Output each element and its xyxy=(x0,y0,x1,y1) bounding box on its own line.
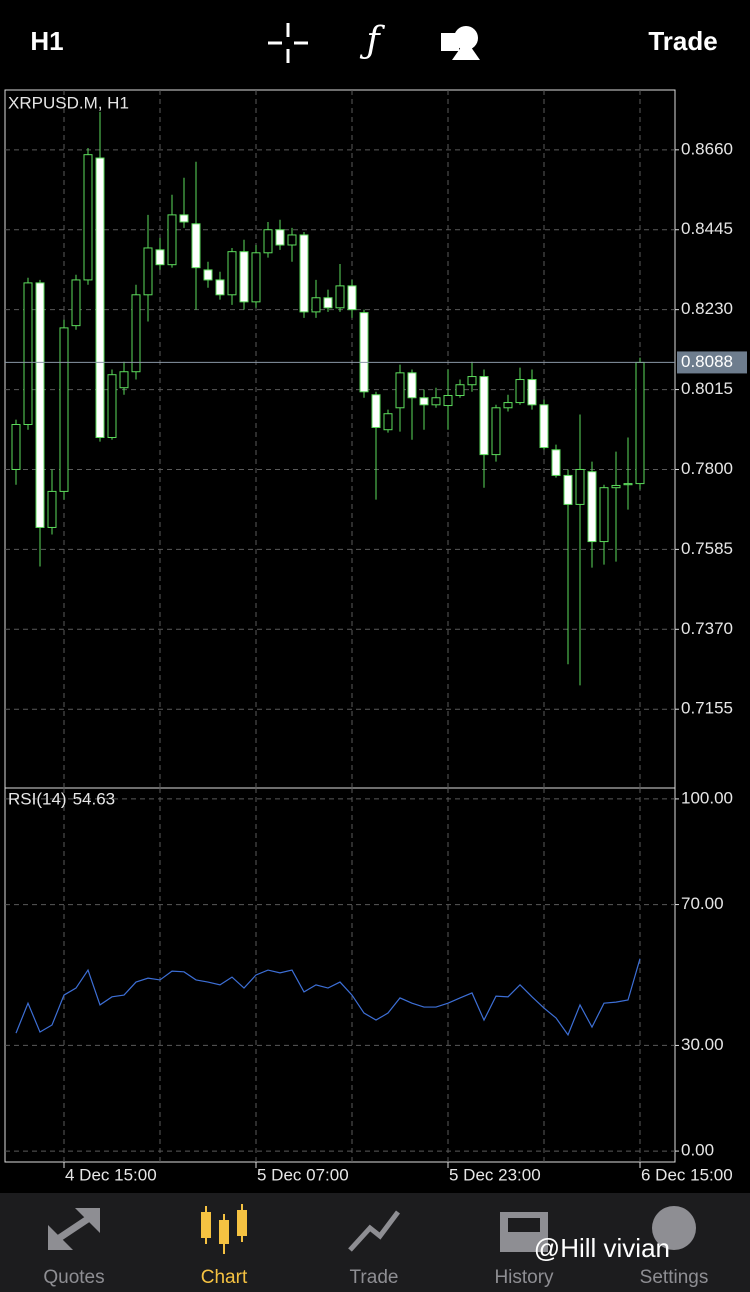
rsi-panel xyxy=(4,787,676,1163)
candle-body xyxy=(251,252,261,303)
candle-body xyxy=(371,394,381,428)
candle-body xyxy=(455,384,465,397)
y-tick-label: 0.7585 xyxy=(681,539,733,558)
candle-body xyxy=(515,379,525,404)
y-tick-label: 0.7370 xyxy=(681,619,733,638)
y-tick-label: 0.8445 xyxy=(681,219,733,238)
candle-body xyxy=(59,327,69,492)
rsi-line xyxy=(15,958,641,1037)
candle-body xyxy=(143,247,153,296)
candle-body xyxy=(467,376,477,386)
candle-body xyxy=(215,279,225,296)
trade-button[interactable]: Trade xyxy=(648,26,717,56)
crosshair-icon[interactable] xyxy=(268,23,308,63)
candle-body xyxy=(95,157,105,439)
last-price-box xyxy=(677,351,747,374)
candle-body xyxy=(227,251,237,296)
candle-body xyxy=(311,297,321,313)
candle-body xyxy=(407,372,417,399)
indicator-value: 54.63 xyxy=(73,789,116,808)
x-tick-label: 5 Dec 23:00 xyxy=(449,1165,541,1184)
tab-label[interactable]: History xyxy=(494,1267,554,1288)
candle-body xyxy=(419,397,429,406)
candle-body xyxy=(359,312,369,393)
tab-label[interactable]: Chart xyxy=(201,1267,248,1288)
candle-body xyxy=(611,484,621,489)
candle-body xyxy=(131,294,141,373)
candle-body xyxy=(11,424,21,470)
candle-body xyxy=(623,483,633,486)
candle-body xyxy=(443,395,453,407)
y-tick-label: 0.00 xyxy=(681,1141,714,1160)
y-tick-label: 100.00 xyxy=(681,788,733,807)
y-tick-label: 0.8230 xyxy=(681,299,733,318)
tab-label[interactable]: Settings xyxy=(640,1267,709,1288)
candle-body xyxy=(599,487,609,543)
candle-body xyxy=(479,376,489,456)
chart-title: XRPUSD.M, H1 xyxy=(8,93,129,112)
tab-label[interactable]: Quotes xyxy=(43,1267,104,1288)
candle-body xyxy=(239,251,249,303)
indicator-title: RSI(14) xyxy=(8,789,67,808)
y-tick-label: 0.7155 xyxy=(681,699,733,718)
candle-body xyxy=(323,297,333,309)
x-tick-label: 5 Dec 07:00 xyxy=(257,1165,349,1184)
candle-body xyxy=(551,449,561,476)
candle-body xyxy=(527,379,537,406)
candle-body xyxy=(203,269,213,281)
candle-body xyxy=(47,490,57,528)
timeframe-button[interactable]: H1 xyxy=(30,26,63,56)
candle-body xyxy=(287,234,297,246)
candle-body xyxy=(587,471,597,543)
candle-body xyxy=(491,407,501,456)
candle-body xyxy=(347,285,357,311)
candle-body xyxy=(635,361,645,485)
candle-body xyxy=(155,249,165,266)
y-tick-label: 70.00 xyxy=(681,894,724,913)
last-price-label: 0.8088 xyxy=(681,352,733,371)
tab-bar xyxy=(0,1193,750,1292)
candle-body xyxy=(563,474,573,505)
y-tick-label: 0.8015 xyxy=(681,379,733,398)
tab-label[interactable]: Trade xyxy=(350,1267,399,1288)
x-tick-label: 4 Dec 15:00 xyxy=(65,1165,157,1184)
candle-body xyxy=(263,229,273,254)
candle-body xyxy=(275,229,285,246)
objects-icon[interactable] xyxy=(441,26,480,60)
tab-icons xyxy=(48,1204,696,1254)
candle-body xyxy=(23,282,33,426)
y-tick-label: 30.00 xyxy=(681,1035,724,1054)
candle-body xyxy=(35,282,45,528)
candle-body xyxy=(335,285,345,309)
y-tick-label: 0.7800 xyxy=(681,459,733,478)
watermark: @Hill vivian xyxy=(534,1233,670,1263)
candle-body xyxy=(299,234,309,313)
candle-body xyxy=(71,279,81,327)
candle-body xyxy=(179,214,189,223)
candle-body xyxy=(575,468,585,505)
candle-body xyxy=(191,223,201,269)
candle-body xyxy=(395,372,405,409)
candle-body xyxy=(503,402,513,409)
x-tick-label: 6 Dec 15:00 xyxy=(641,1165,733,1184)
candle-body xyxy=(83,154,93,281)
candle-body xyxy=(107,374,117,439)
candle-body xyxy=(539,404,549,449)
candle-body xyxy=(167,214,177,266)
candle-body xyxy=(431,397,441,406)
y-tick-label: 0.8660 xyxy=(681,139,733,158)
candle-body xyxy=(119,371,129,389)
candle-body xyxy=(383,413,393,431)
